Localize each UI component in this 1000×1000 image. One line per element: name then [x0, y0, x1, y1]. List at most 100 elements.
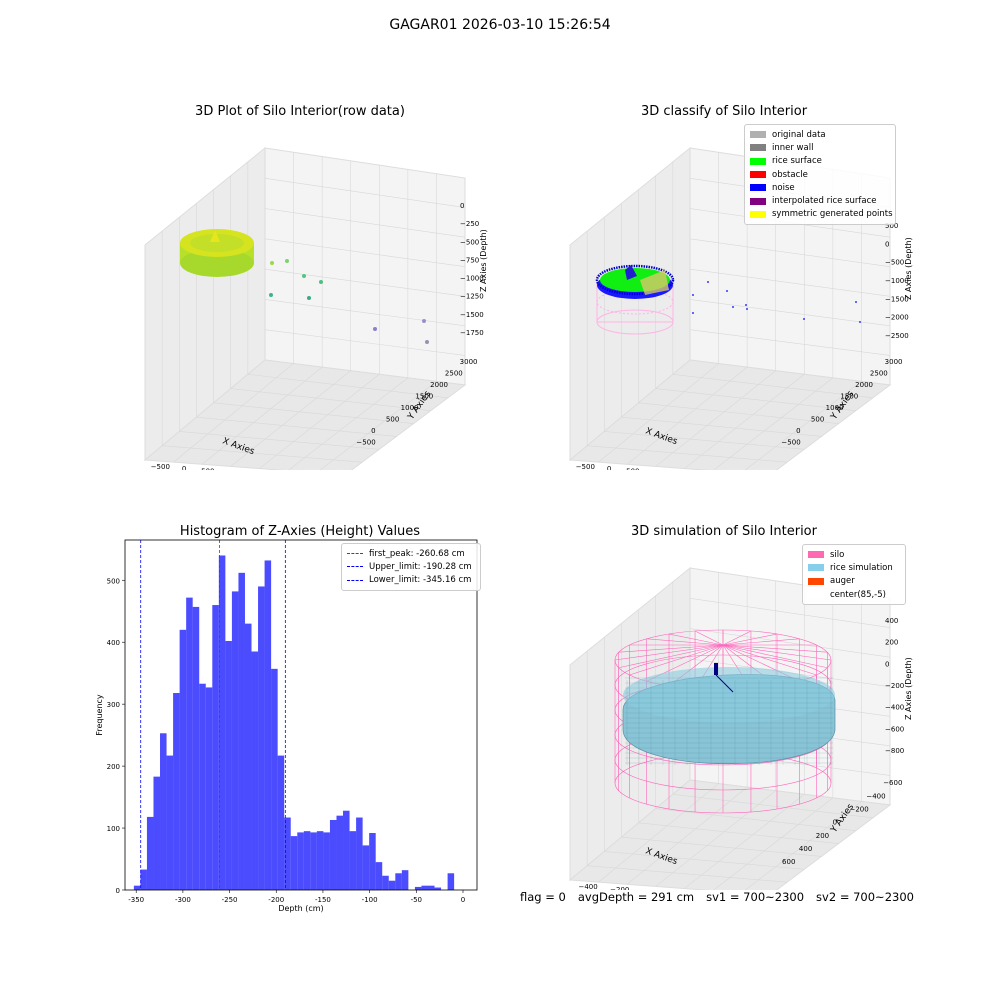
histogram-legend-swatch-0	[347, 553, 363, 555]
classify-z-tick-3: −1000	[885, 277, 909, 285]
raw-x-tick-0: −500	[151, 463, 170, 470]
histogram-y-label: Frequency	[95, 694, 104, 736]
classify-noise-points	[692, 281, 861, 323]
classify-z-label: Z Axies (Depth)	[904, 237, 913, 300]
simulation-plot-title: 3D simulation of Silo Interior	[631, 524, 817, 539]
simulation-legend-swatch-1	[808, 564, 824, 572]
raw-z-label: Z Axies (Depth)	[479, 229, 488, 292]
classify-legend-label-5: interpolated rice surface	[772, 196, 877, 207]
histogram-legend-label-2: Lower_limit: -345.16 cm	[369, 575, 472, 586]
raw-scatter-point-1	[285, 259, 289, 263]
histogram-x-tick-1: -300	[175, 896, 191, 904]
classify-legend-swatch-4	[750, 184, 766, 192]
sv2-text: sv2 = 700~2300	[816, 890, 914, 904]
histogram-y-tick-0: 0	[116, 887, 120, 895]
histogram-bar-38	[382, 875, 389, 890]
raw-y-tick-3: 1000	[401, 404, 419, 412]
histogram-y-tick-3: 300	[107, 701, 120, 709]
histogram-bar-37	[375, 862, 383, 890]
histogram-bar-4	[160, 733, 167, 890]
silo-roof-2	[722, 644, 817, 676]
raw-scatter-point-2	[302, 274, 306, 278]
classify-legend-item-0: original data	[750, 128, 890, 141]
simulation-legend-swatch-2	[808, 577, 824, 585]
silo-roof-15	[646, 638, 724, 646]
sim-rice-surface	[622, 667, 836, 765]
histogram-legend-label-1: Upper_limit: -190.28 cm	[369, 561, 472, 572]
histogram-x-tick-0: -350	[128, 896, 144, 904]
classify-noise-point-0	[692, 294, 694, 296]
histogram-bar-33	[349, 831, 357, 890]
histogram-bar-30	[329, 820, 337, 890]
raw-y-tick-7: 3000	[460, 358, 478, 366]
histogram-bar-15	[231, 591, 239, 890]
flag-text: flag = 0	[520, 890, 566, 904]
silo-roof-19	[722, 630, 752, 646]
histogram-bar-20	[264, 560, 272, 890]
classify-noise-point-5	[732, 306, 734, 308]
classify-z-tick-6: −2500	[885, 332, 909, 340]
classify-noise-point-4	[692, 312, 694, 314]
classify-x-tick-0: −500	[576, 463, 595, 470]
classify-y-tick-0: −500	[781, 439, 800, 447]
histogram-legend: first_peak: -260.68 cm Upper_limit: -190.…	[341, 543, 481, 591]
raw-z-tick-5: −1250	[460, 293, 484, 301]
histogram-legend-swatch-2	[347, 579, 363, 581]
sim-z-tick-2: 0	[885, 660, 889, 668]
classify-z-tick-2: −500	[885, 259, 904, 267]
sim-y-tick-4: −200	[849, 805, 868, 813]
simulation-legend-swatch-3	[808, 591, 824, 599]
histogram-bars	[133, 555, 455, 890]
sim-y-ticks: 600 400 200 0 −200 −400 −600	[782, 779, 902, 866]
classify-legend-swatch-1	[750, 144, 766, 152]
classify-z-tick-5: −2000	[885, 314, 909, 322]
histogram-y-tick-2: 200	[107, 763, 120, 771]
histogram-bar-35	[362, 845, 370, 890]
histogram-y-axis: 0 100 200 300 400 500	[107, 577, 125, 895]
sim-y-tick-6: −600	[883, 779, 902, 787]
avg-depth-text: avgDepth = 291 cm	[577, 890, 695, 904]
classify-legend-label-6: symmetric generated points	[772, 209, 893, 220]
histogram-bar-8	[186, 597, 193, 890]
silo-roof-17	[694, 630, 724, 646]
classify-legend: original data inner wall rice surface obsta…	[744, 124, 896, 226]
histogram-bar-32	[343, 810, 350, 890]
raw-scatter-point-4	[269, 293, 273, 297]
histogram-bar-13	[218, 555, 226, 890]
sim-y-tick-2: 200	[816, 832, 829, 840]
histogram-bar-45	[427, 885, 435, 890]
histogram-bar-10	[199, 683, 206, 890]
histogram-x-tick-6: -50	[411, 896, 422, 904]
histogram-title: Histogram of Z-Axies (Height) Values	[179, 524, 421, 539]
raw-scatter-point-6	[373, 327, 377, 331]
histogram-frame	[124, 539, 478, 891]
histogram-bar-16	[238, 572, 245, 890]
sim-z-label: Z Axies (Depth)	[904, 657, 913, 720]
histogram-bar-1	[140, 869, 147, 890]
histogram-x-tick-4: -150	[315, 896, 331, 904]
histogram-bar-43	[414, 886, 422, 890]
simulation-legend-item-0: silo	[808, 548, 900, 561]
histogram-legend-item-2: Lower_limit: -345.16 cm	[347, 574, 475, 587]
raw-scatter	[269, 259, 429, 344]
simulation-legend-item-1: rice simulation	[808, 561, 900, 574]
histogram-x-axis: -350 -300 -250 -200 -150 -100 -50 0	[128, 890, 465, 904]
classify-legend-swatch-6	[750, 210, 766, 218]
sim-z-tick-3: −200	[885, 682, 904, 690]
classify-y-tick-7: 3000	[885, 358, 903, 366]
sim-y-tick-0: 600	[782, 858, 795, 866]
histogram-bar-6	[173, 693, 180, 890]
simulation-3d-plot: −400 −200 0 200 400 600 600 400 200 0 −200 −400 −60…	[568, 566, 913, 890]
silo-roof-10	[629, 644, 724, 676]
sim-y-tick-1: 400	[799, 845, 812, 853]
histogram-bar-27	[310, 832, 317, 890]
classify-noise-point-2	[726, 290, 728, 292]
classify-x-tick-1: 0	[607, 465, 611, 470]
classify-noise-point-9	[859, 321, 861, 323]
classify-legend-item-4: noise	[750, 181, 890, 194]
classify-x-tick-2: 500	[626, 467, 639, 470]
sim-x-tick-2: 0	[649, 889, 653, 890]
classify-z-ticks: 500 0 −500 −1000 −1500 −2000 −2500	[885, 222, 909, 340]
histogram-y-tick-1: 100	[107, 825, 120, 833]
